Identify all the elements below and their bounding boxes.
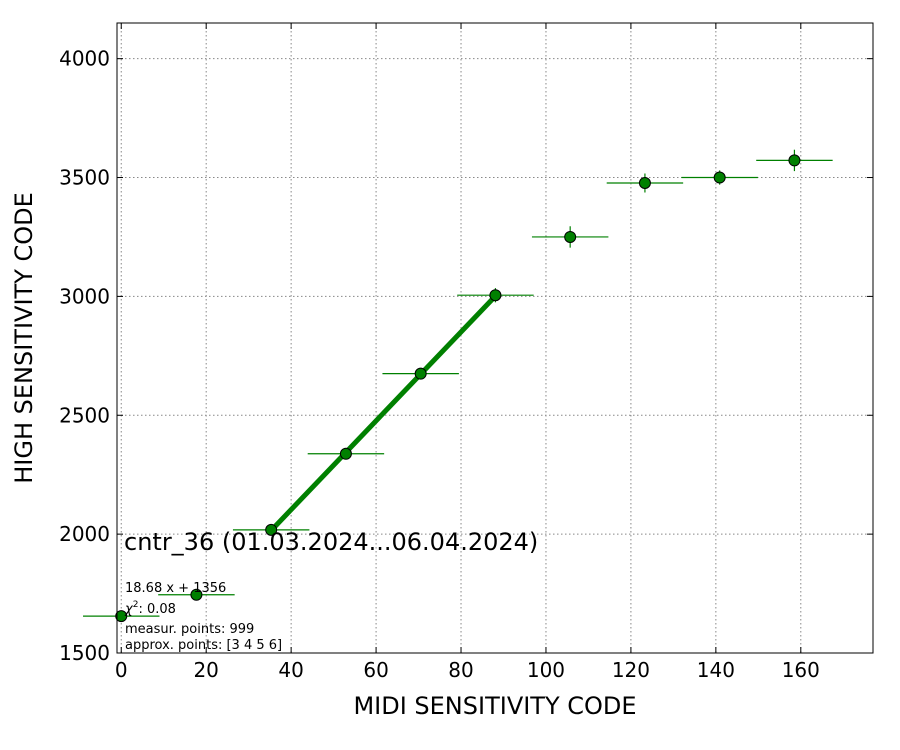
plot-frame <box>116 22 874 654</box>
data-point <box>115 610 128 623</box>
x-tick-label: 140 <box>697 658 735 682</box>
annotation-approx: approx. points: [3 4 5 6] <box>125 638 282 653</box>
annotation-equation: 18.68 x + 1356 <box>125 581 226 596</box>
annotation-box: cntr_36 (01.03.2024...06.04.2024) 18.68 … <box>124 528 538 653</box>
data-point <box>638 176 651 189</box>
annotation-chi: χ2: 0.08 <box>124 600 176 617</box>
y-tick-label: 3500 <box>59 166 110 190</box>
annotation-title: cntr_36 (01.03.2024...06.04.2024) <box>124 528 538 556</box>
x-tick-label: 120 <box>612 658 650 682</box>
data-point <box>564 230 577 243</box>
grid <box>117 23 873 654</box>
data-point <box>414 367 427 380</box>
x-tick-label: 40 <box>278 658 303 682</box>
chi-value: : 0.08 <box>138 602 175 617</box>
data-point <box>339 447 352 460</box>
data-point <box>788 154 801 167</box>
x-axis-title: MIDI SENSITIVITY CODE <box>353 692 636 720</box>
x-tick-label: 20 <box>193 658 218 682</box>
x-tick-label: 100 <box>527 658 565 682</box>
y-tick-label: 1500 <box>59 641 110 665</box>
x-tick-label: 60 <box>363 658 388 682</box>
y-tick-label: 2500 <box>59 403 110 427</box>
tick-labels: 0 20 40 60 80 100 120 140 160 1500 2000 2500 3000 350… <box>59 47 820 682</box>
y-axis-title: HIGH SENSITIVITY CODE <box>10 192 38 484</box>
y-tick-label: 2000 <box>59 522 110 546</box>
x-tick-label: 0 <box>115 658 128 682</box>
chi-superscript: 2 <box>133 600 139 610</box>
x-tick-label: 80 <box>448 658 473 682</box>
x-tick-label: 160 <box>782 658 820 682</box>
ticks <box>117 23 873 654</box>
data-point <box>190 588 203 601</box>
annotation-measured: measur. points: 999 <box>125 622 254 637</box>
chi-symbol: χ <box>124 602 134 617</box>
data-point <box>713 171 726 184</box>
data-points <box>83 149 833 623</box>
y-tick-label: 4000 <box>59 47 110 71</box>
data-point <box>489 289 502 302</box>
fit-line-group <box>269 294 498 533</box>
fit-line <box>269 294 498 533</box>
data-point <box>265 523 278 536</box>
y-tick-label: 3000 <box>59 284 110 308</box>
